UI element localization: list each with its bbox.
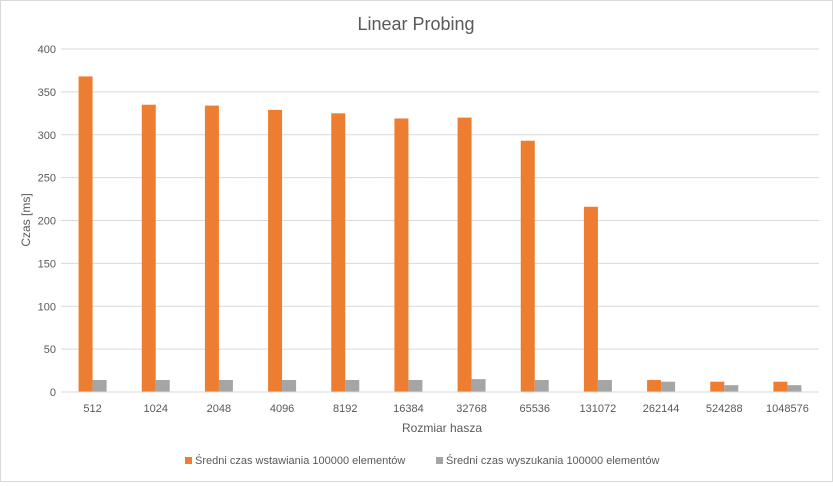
x-tick-label: 131072	[580, 403, 617, 415]
bar-search-1048576	[787, 385, 802, 392]
bar-search-524288	[724, 385, 739, 392]
y-tick-label: 400	[38, 44, 56, 56]
bar-search-32768	[471, 379, 486, 392]
x-axis-ticks: 512 1024 2048 4096 8192 16384 32768 65536 131072…	[83, 403, 808, 415]
bar-insert-524288	[710, 381, 725, 392]
legend-swatch	[436, 457, 443, 464]
y-axis-ticks: 0 50 100 150 200 250 300 350 400	[38, 44, 56, 399]
bar-search-65536	[534, 379, 549, 392]
bar-insert-2048	[204, 105, 219, 392]
legend-label: Średni czas wstawiania 100000 elementów	[195, 454, 405, 467]
y-tick-label: 300	[38, 130, 56, 142]
x-tick-label: 65536	[519, 403, 550, 415]
x-tick-label: 1048576	[766, 403, 809, 415]
x-tick-label: 262144	[643, 403, 680, 415]
y-tick-label: 250	[38, 173, 56, 185]
bar-insert-1024	[141, 104, 156, 393]
x-tick-label: 8192	[333, 403, 357, 415]
bar-insert-131072	[583, 206, 598, 392]
y-tick-label: 350	[38, 87, 56, 99]
legend: Średni czas wstawiania 100000 elementów Ś…	[185, 454, 659, 467]
x-tick-label: 4096	[270, 403, 294, 415]
bar-search-131072	[597, 379, 612, 392]
bar-insert-512	[78, 76, 93, 392]
x-tick-label: 32768	[456, 403, 487, 415]
bar-search-1024	[155, 379, 170, 392]
bar-search-16384	[408, 379, 423, 392]
y-tick-label: 200	[38, 216, 56, 228]
bar-insert-16384	[394, 118, 409, 393]
x-tick-label: 16384	[393, 403, 424, 415]
x-tick-label: 512	[83, 403, 101, 415]
gridlines	[61, 48, 819, 350]
legend-label: Średni czas wyszukania 100000 elementów	[446, 454, 659, 467]
bar-insert-65536	[520, 140, 535, 392]
bar-search-4096	[282, 379, 297, 392]
legend-swatch	[185, 457, 192, 464]
y-tick-label: 100	[38, 301, 56, 313]
y-tick-label: 150	[38, 258, 56, 270]
y-tick-label: 0	[50, 387, 56, 399]
x-tick-label: 2048	[207, 403, 231, 415]
bar-search-262144	[661, 381, 676, 392]
bar-insert-4096	[268, 109, 283, 392]
y-axis-label: Czas [ms]	[19, 193, 33, 246]
x-tick-label: 524288	[706, 403, 743, 415]
chart-title: Linear Probing	[357, 14, 474, 34]
bar-search-8192	[345, 379, 360, 392]
bar-search-2048	[218, 379, 233, 392]
bar-insert-1048576	[773, 381, 788, 392]
y-tick-label: 50	[44, 344, 56, 356]
x-tick-label: 1024	[144, 403, 168, 415]
bar-search-512	[92, 379, 107, 392]
bar-insert-32768	[457, 117, 472, 392]
x-axis-label: Rozmiar hasza	[402, 421, 482, 435]
bar-insert-262144	[647, 379, 662, 392]
bars	[78, 76, 802, 393]
bar-insert-8192	[331, 113, 346, 392]
